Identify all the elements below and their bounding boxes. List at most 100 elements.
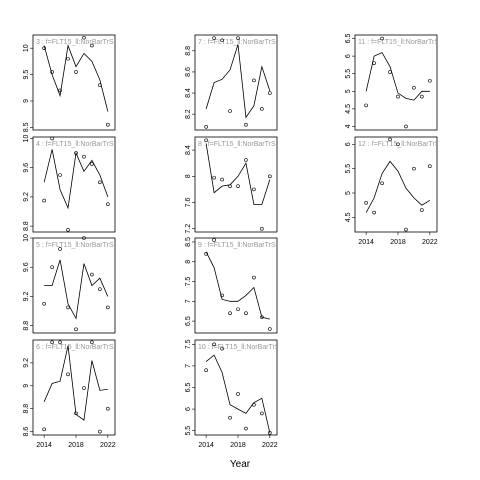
- data-point: [220, 346, 224, 351]
- y-tick-label: 8.5: [185, 237, 192, 247]
- data-point: [90, 162, 94, 166]
- panel: 4 : f=FLT15_ll:NorBarTrS 8.8 9.2 9.6 10: [23, 134, 116, 233]
- panel-title: 9 : f=FLT15_ll:NorBarTrS: [198, 242, 276, 249]
- y-tick-label: 9.2: [23, 291, 30, 301]
- data-point: [252, 78, 256, 83]
- data-point: [58, 173, 62, 177]
- y-tick-label: 7.2: [185, 224, 192, 234]
- data-point: [212, 175, 216, 180]
- data-point: [82, 35, 86, 40]
- panel-title: 6 : f=FLT15_ll:NorBarTrS: [36, 344, 114, 351]
- data-point: [236, 392, 240, 396]
- data-point: [252, 275, 256, 280]
- data-point: [204, 368, 208, 373]
- y-tick-label: 10: [23, 234, 30, 242]
- y-tick-label: 7: [185, 299, 192, 303]
- data-point: [106, 202, 110, 207]
- y-tick-label: 8.2: [185, 109, 192, 119]
- y-tick-label: 7.5: [185, 339, 192, 349]
- data-point: [228, 415, 232, 420]
- data-point: [66, 305, 70, 310]
- panel: 6 : f=FLT15_ll:NorBarTrS 8.6 8.8 9 9.2 2014 20…: [23, 339, 116, 449]
- data-point: [212, 238, 216, 242]
- data-point: [212, 36, 216, 40]
- y-tick-label: 8.8: [185, 46, 192, 56]
- x-tick-label: 2014: [36, 442, 52, 449]
- panel-title: 3 : f=FLT15_ll:NorBarTrS: [36, 39, 114, 46]
- data-point: [50, 136, 54, 141]
- data-point: [82, 236, 86, 240]
- data-point: [42, 301, 46, 306]
- data-point: [220, 177, 224, 182]
- y-tick-label: 9: [23, 384, 30, 388]
- y-tick-label: 10: [23, 134, 30, 142]
- panel-title: 12 : f=FLT15_ll:NorBarTrS: [358, 141, 440, 148]
- y-tick-label: 6: [185, 407, 192, 411]
- panel-frame: [194, 34, 278, 131]
- fit-line: [365, 52, 430, 101]
- data-point: [204, 125, 208, 129]
- y-tick-label: 6: [345, 54, 352, 58]
- data-point: [42, 198, 46, 203]
- panel: 11 : f=FLT15_ll:NorBarTrS 4 4.5 5 5.5 6 6.5: [345, 34, 439, 131]
- panel-title: 11 : f=FLT15_ll:NorBarTrS: [358, 39, 439, 46]
- data-point: [420, 208, 424, 212]
- data-point: [74, 70, 78, 74]
- y-tick-label: 6.5: [185, 383, 192, 393]
- y-tick-label: 5: [345, 191, 352, 195]
- y-tick-label: 6.5: [185, 316, 192, 326]
- data-point: [106, 406, 110, 411]
- data-point: [364, 103, 368, 108]
- data-point: [260, 107, 264, 111]
- panel-frame: [194, 237, 278, 334]
- fit-line: [44, 259, 109, 320]
- data-point: [388, 137, 392, 142]
- data-point: [106, 122, 110, 127]
- x-tick-label: 2022: [422, 239, 438, 246]
- y-tick-label: 5.5: [345, 164, 352, 174]
- y-tick-label: 8: [185, 174, 192, 178]
- fit-line: [43, 345, 108, 421]
- data-point: [236, 184, 240, 188]
- data-point: [220, 38, 224, 43]
- data-point: [364, 200, 368, 205]
- data-point: [106, 305, 110, 310]
- panel: 12 : f=FLT15_ll:NorBarTrS 4.5 5 5.5 6 2014 201…: [345, 136, 440, 246]
- data-point: [404, 227, 408, 232]
- data-point: [66, 372, 70, 377]
- y-tick-label: 5.5: [185, 426, 192, 436]
- fit-line: [43, 149, 109, 210]
- y-tick-label: 8.8: [23, 404, 30, 414]
- data-point: [74, 327, 78, 332]
- data-point: [412, 85, 416, 90]
- panel: 3 : f=FLT15_ll:NorBarTrS 8.5 9 9.5 10: [23, 34, 116, 132]
- y-tick-label: 7.6: [185, 198, 192, 208]
- data-point: [66, 56, 70, 61]
- data-point: [220, 293, 224, 298]
- y-tick-label: 8.8: [23, 321, 30, 331]
- data-point: [380, 36, 384, 41]
- data-point: [396, 94, 400, 99]
- panel-frame: [194, 339, 278, 436]
- y-tick-label: 4: [345, 124, 352, 128]
- x-axis-label: Year: [230, 459, 251, 470]
- data-point: [428, 164, 432, 169]
- y-tick-label: 9.2: [23, 192, 30, 202]
- data-point: [212, 342, 216, 347]
- panel-title: 10 : f=FLT15_ll:NorBarTrS: [198, 344, 280, 351]
- fit-line: [365, 160, 431, 213]
- fit-line: [205, 251, 270, 320]
- y-tick-label: 8.6: [185, 67, 192, 77]
- y-tick-label: 8.6: [23, 427, 30, 437]
- y-tick-label: 6: [345, 142, 352, 146]
- y-tick-label: 7.5: [185, 277, 192, 287]
- panel-title: 4 : f=FLT15_ll:NorBarTrS: [36, 141, 114, 148]
- data-point: [396, 142, 400, 147]
- data-point: [244, 311, 248, 316]
- y-tick-label: 10: [23, 44, 30, 52]
- y-tick-label: 4.5: [345, 104, 352, 114]
- data-point: [58, 88, 62, 93]
- data-point: [90, 340, 94, 345]
- panel-frame: [32, 136, 116, 233]
